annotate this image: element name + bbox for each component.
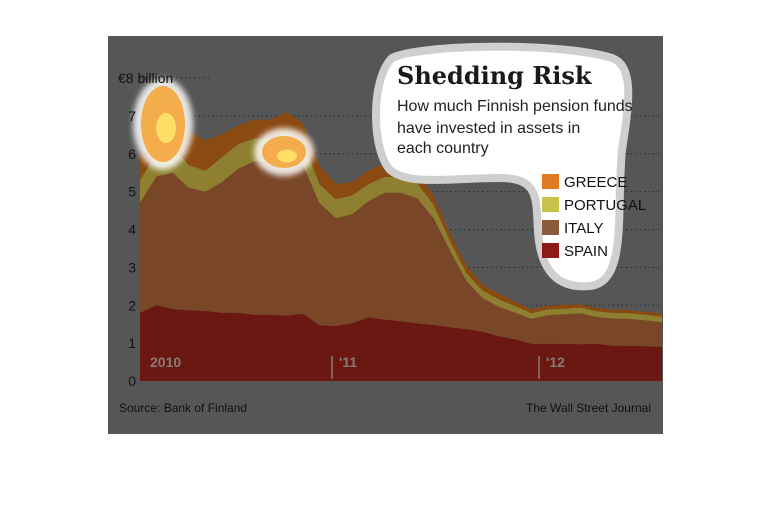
legend-swatch-portugal — [542, 197, 559, 212]
legend-label-greece: GREECE — [564, 174, 627, 191]
stacked-areas — [140, 104, 662, 381]
y-axis-ticks: 0 1 2 3 4 5 6 7 €8 billion — [118, 70, 173, 389]
subtitle-line-2: have invested in assets in — [397, 120, 580, 137]
legend-swatch-spain — [542, 243, 559, 258]
legend-label-portugal: PORTUGAL — [564, 197, 646, 214]
y-tick-label: 7 — [128, 108, 136, 124]
title-highlight-blob — [372, 42, 633, 291]
y-tick-label: 6 — [128, 146, 136, 162]
highlight-glow-mid-2010-center — [277, 149, 297, 163]
highlight-glow-2010-center — [156, 112, 176, 144]
subtitle-line-1: How much Finnish pension funds — [397, 98, 633, 115]
x-tick-label: '12 — [546, 354, 565, 370]
legend-swatch-italy — [542, 220, 559, 235]
subtitle-line-3: each country — [397, 140, 489, 157]
legend-swatch-greece — [542, 174, 559, 189]
highlight-glows — [133, 78, 314, 176]
y-tick-label: 4 — [128, 222, 136, 238]
legend: GREECE PORTUGAL ITALY SPAIN — [542, 174, 646, 260]
area-spain — [140, 305, 662, 381]
x-tick-label: 2010 — [150, 354, 181, 370]
y-tick-label: 3 — [128, 259, 136, 275]
y-tick-label: 2 — [128, 297, 136, 313]
legend-label-italy: ITALY — [564, 220, 603, 237]
y-tick-label: 1 — [128, 335, 136, 351]
x-axis-ticks: 2010 '11 '12 — [150, 354, 565, 379]
y-tick-label: 5 — [128, 184, 136, 200]
legend-label-spain: SPAIN — [564, 243, 608, 260]
publisher-credit: The Wall Street Journal — [526, 401, 651, 415]
area-italy — [140, 153, 662, 347]
chart-title: Shedding Risk — [397, 61, 593, 90]
chart-subtitle: How much Finnish pension funds have inve… — [397, 98, 637, 157]
x-tick-label: '11 — [339, 354, 357, 370]
y-tick-label: 0 — [128, 373, 136, 389]
source-note: Source: Bank of Finland — [119, 401, 247, 415]
y-unit-label: €8 billion — [118, 70, 173, 86]
